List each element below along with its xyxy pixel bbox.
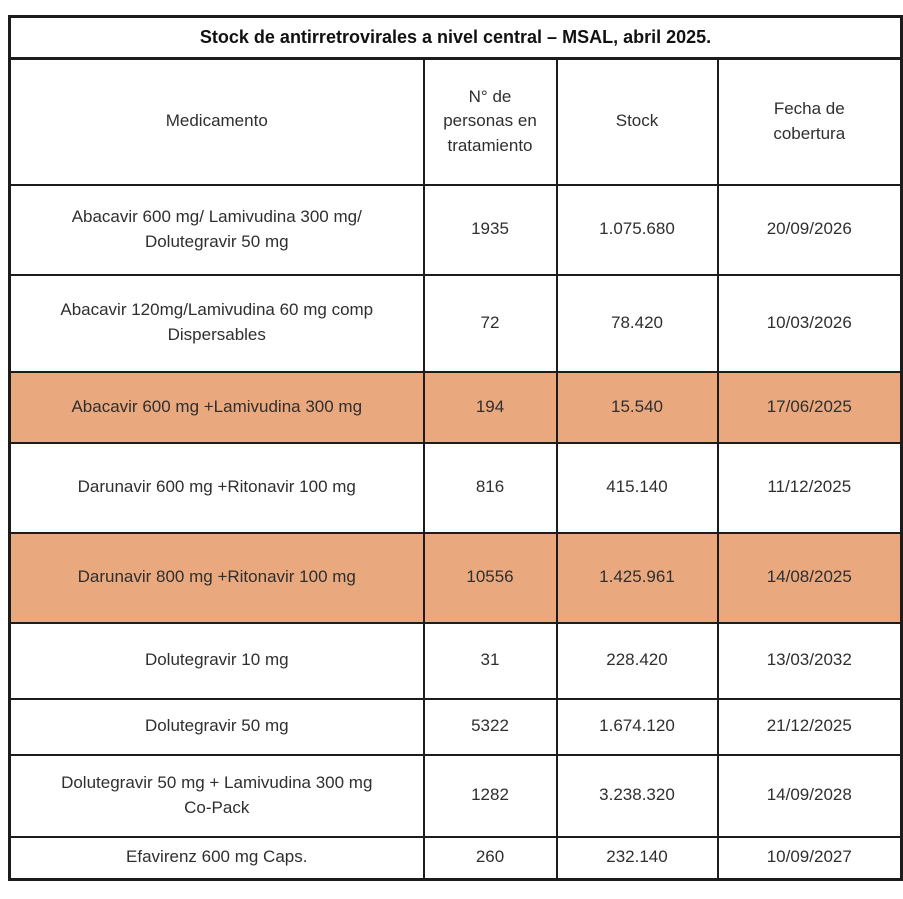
- cell-medicamento: Abacavir 600 mg/ Lamivudina 300 mg/ Dolu…: [8, 183, 425, 276]
- table-title: Stock de antirretrovirales a nivel centr…: [8, 15, 903, 60]
- cell-personas: 10556: [422, 531, 558, 624]
- cell-personas: 816: [422, 441, 558, 534]
- cell-personas: 260: [422, 835, 558, 881]
- table-row: Darunavir 600 mg +Ritonavir 100 mg 816 4…: [8, 441, 903, 534]
- cell-fecha: 10/03/2026: [716, 273, 903, 373]
- cell-stock: 232.140: [555, 835, 719, 881]
- column-header-personas: N° de personas en tratamiento: [422, 57, 558, 186]
- cell-personas: 1935: [422, 183, 558, 276]
- table-header-row: Medicamento N° de personas en tratamient…: [8, 57, 903, 186]
- column-header-medicamento: Medicamento: [8, 57, 425, 186]
- table-row: Dolutegravir 50 mg 5322 1.674.120 21/12/…: [8, 697, 903, 756]
- cell-stock: 228.420: [555, 621, 719, 700]
- cell-medicamento: Dolutegravir 10 mg: [8, 621, 425, 700]
- table-row: Abacavir 120mg/Lamivudina 60 mg comp Dis…: [8, 273, 903, 373]
- cell-stock: 1.075.680: [555, 183, 719, 276]
- cell-medicamento: Darunavir 600 mg +Ritonavir 100 mg: [8, 441, 425, 534]
- cell-medicamento: Abacavir 120mg/Lamivudina 60 mg comp Dis…: [8, 273, 425, 373]
- table-row: Dolutegravir 10 mg 31 228.420 13/03/2032: [8, 621, 903, 700]
- cell-personas: 72: [422, 273, 558, 373]
- cell-fecha: 14/08/2025: [716, 531, 903, 624]
- cell-fecha: 20/09/2026: [716, 183, 903, 276]
- table-row: Dolutegravir 50 mg + Lamivudina 300 mg C…: [8, 753, 903, 838]
- table-row: Efavirenz 600 mg Caps. 260 232.140 10/09…: [8, 835, 903, 881]
- cell-personas: 194: [422, 370, 558, 444]
- cell-fecha: 13/03/2032: [716, 621, 903, 700]
- column-header-stock: Stock: [555, 57, 719, 186]
- cell-medicamento: Dolutegravir 50 mg + Lamivudina 300 mg C…: [8, 753, 425, 838]
- cell-stock: 15.540: [555, 370, 719, 444]
- table-title-row: Stock de antirretrovirales a nivel centr…: [8, 15, 903, 60]
- cell-stock: 78.420: [555, 273, 719, 373]
- cell-personas: 5322: [422, 697, 558, 756]
- cell-medicamento: Abacavir 600 mg +Lamivudina 300 mg: [8, 370, 425, 444]
- table-row: Abacavir 600 mg/ Lamivudina 300 mg/ Dolu…: [8, 183, 903, 276]
- cell-medicamento: Efavirenz 600 mg Caps.: [8, 835, 425, 881]
- column-header-fecha: Fecha de cobertura: [716, 57, 903, 186]
- cell-stock: 3.238.320: [555, 753, 719, 838]
- cell-fecha: 11/12/2025: [716, 441, 903, 534]
- cell-fecha: 17/06/2025: [716, 370, 903, 444]
- cell-stock: 415.140: [555, 441, 719, 534]
- cell-personas: 1282: [422, 753, 558, 838]
- cell-stock: 1.674.120: [555, 697, 719, 756]
- cell-medicamento: Darunavir 800 mg +Ritonavir 100 mg: [8, 531, 425, 624]
- cell-fecha: 21/12/2025: [716, 697, 903, 756]
- cell-personas: 31: [422, 621, 558, 700]
- stock-table: Stock de antirretrovirales a nivel centr…: [8, 15, 903, 881]
- cell-medicamento: Dolutegravir 50 mg: [8, 697, 425, 756]
- table-row: Abacavir 600 mg +Lamivudina 300 mg 194 1…: [8, 370, 903, 444]
- cell-fecha: 10/09/2027: [716, 835, 903, 881]
- cell-stock: 1.425.961: [555, 531, 719, 624]
- table-row: Darunavir 800 mg +Ritonavir 100 mg 10556…: [8, 531, 903, 624]
- cell-fecha: 14/09/2028: [716, 753, 903, 838]
